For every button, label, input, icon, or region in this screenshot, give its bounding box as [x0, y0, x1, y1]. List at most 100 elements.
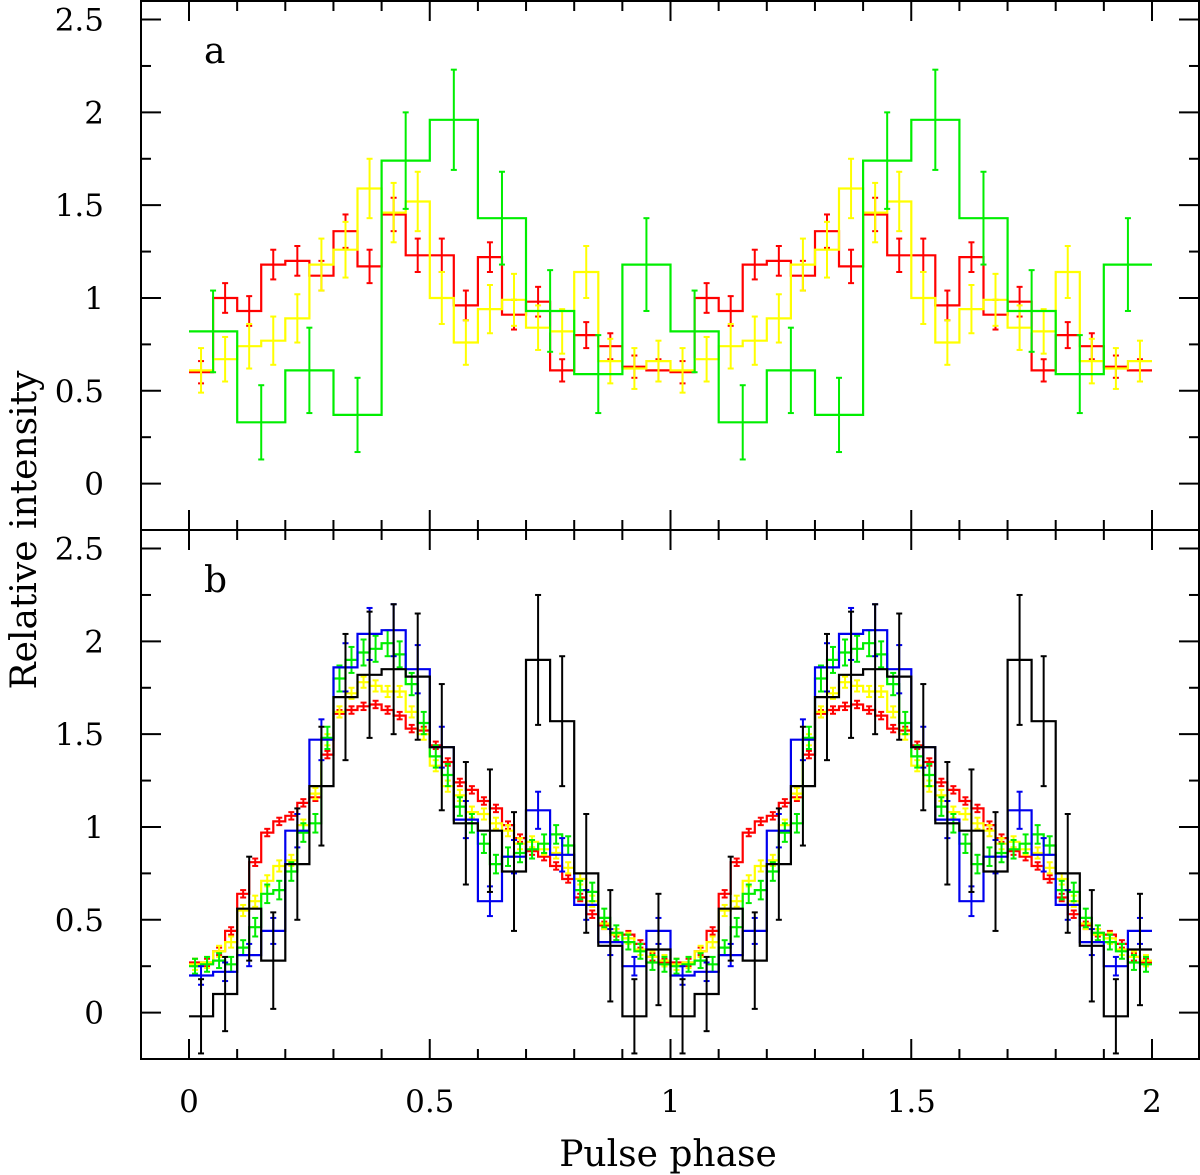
series-black-errorbar — [920, 683, 927, 812]
series-blue-errorbar — [1112, 955, 1119, 977]
panel-b-label: b — [204, 560, 227, 601]
series-black-errorbar — [848, 610, 855, 739]
series-yellow-errorbar — [709, 935, 716, 949]
series-yellow-errorbar — [793, 787, 800, 801]
series-red-errorbar — [486, 241, 493, 273]
series-green-errorbar — [817, 664, 824, 693]
series-green-errorbar — [252, 916, 259, 938]
series-green-errorbar — [649, 954, 656, 971]
series-green-errorbar — [312, 812, 319, 834]
series-blue-errorbar — [1040, 837, 1047, 873]
series-green-errorbar — [402, 111, 409, 210]
series-green-errorbar — [733, 916, 740, 938]
panel-a-plot — [189, 68, 1152, 461]
x-tick-label: 0.5 — [405, 1084, 454, 1120]
series-red-errorbar — [890, 723, 897, 734]
series-black-errorbar — [246, 855, 253, 962]
series-yellow-errorbar — [583, 245, 590, 299]
series-red-errorbar — [228, 926, 235, 936]
series-yellow-errorbar — [872, 181, 879, 244]
series-green-errorbar — [541, 833, 548, 854]
series-green-errorbar — [745, 883, 752, 905]
y-tick-label: 0.5 — [55, 374, 104, 410]
series-yellow-errorbar — [318, 237, 325, 292]
series-yellow-errorbar — [360, 675, 367, 689]
series-red-errorbar — [324, 749, 331, 760]
series-red-errorbar — [360, 701, 367, 712]
series-red-errorbar — [896, 237, 903, 273]
series-yellow-errorbar — [986, 824, 993, 838]
series-green-errorbar — [444, 762, 451, 788]
series-yellow-errorbar — [342, 220, 349, 279]
series-black-errorbar — [198, 978, 205, 1055]
series-green-errorbar — [529, 838, 536, 860]
series-black-errorbar — [992, 811, 999, 932]
series-green-errorbar — [360, 638, 367, 667]
series-red-errorbar — [848, 248, 855, 285]
series-yellow-errorbar — [992, 272, 999, 327]
series-yellow-errorbar — [1112, 347, 1119, 390]
y-tick-label: 0 — [84, 996, 104, 1032]
series-black-errorbar — [679, 978, 686, 1055]
series-green-errorbar — [601, 907, 608, 929]
series-red-errorbar — [974, 803, 981, 814]
series-red-errorbar — [408, 723, 415, 734]
series-red-errorbar — [492, 803, 499, 814]
series-red-errorbar — [1034, 861, 1041, 871]
series-green-errorbar — [781, 822, 788, 843]
series-green-errorbar — [1142, 955, 1149, 973]
series-green-errorbar — [980, 170, 987, 266]
series-blue-errorbar — [535, 790, 542, 830]
series-yellow-errorbar — [222, 335, 229, 383]
series-yellow-errorbar — [679, 347, 686, 394]
series-red-errorbar — [878, 710, 885, 721]
series-yellow-errorbar — [270, 315, 277, 366]
series-black-errorbar — [222, 955, 229, 1033]
series-green-errorbar — [1070, 881, 1077, 903]
series-green-errorbar — [854, 634, 861, 663]
series-black-errorbar — [968, 768, 975, 893]
series-green-errorbar — [1106, 933, 1113, 951]
series-green-errorbar — [932, 68, 939, 171]
series-yellow-errorbar — [1034, 846, 1041, 860]
y-tick-label: 1 — [84, 810, 104, 846]
series-black-errorbar — [1136, 892, 1143, 1007]
axis-tick-labels: 0 0.5 1 1.5 2 2.5 0 0.5 1 1.5 2 2.5 0 0.5 1 1.5 2 — [55, 3, 1162, 1120]
series-green-errorbar — [216, 952, 223, 970]
series-black-errorbar — [775, 807, 782, 921]
series-black-errorbar — [896, 612, 903, 741]
series-green-errorbar — [926, 762, 933, 788]
series-green-errorbar — [480, 833, 487, 854]
series-green-errorbar — [830, 645, 837, 674]
series-black-errorbar — [559, 655, 566, 788]
series-yellow-step — [189, 187, 1152, 372]
series-green-errorbar — [1028, 269, 1035, 353]
series-green-errorbar — [902, 710, 909, 736]
series-red-errorbar — [396, 710, 403, 721]
series-red-errorbar — [805, 749, 812, 760]
series-yellow-errorbar — [414, 170, 421, 233]
series-black-errorbar — [414, 612, 421, 741]
series-yellow-errorbar — [565, 861, 572, 875]
series-green-errorbar — [547, 269, 554, 353]
y-tick-label: 2.5 — [55, 3, 104, 39]
series-red-errorbar — [842, 701, 849, 712]
series-green-errorbar — [432, 744, 439, 769]
series-green-errorbar — [998, 842, 1005, 864]
y-tick-label: 1 — [84, 281, 104, 317]
series-green-errorbar — [450, 68, 457, 171]
series-green-errorbar — [769, 861, 776, 882]
series-green-errorbar — [962, 833, 969, 854]
series-green-errorbar — [492, 853, 499, 875]
series-black-errorbar — [1016, 593, 1023, 726]
series-yellow-errorbar — [974, 816, 981, 830]
series-green-errorbar — [878, 640, 885, 669]
series-red-errorbar — [1040, 358, 1047, 383]
series-yellow-errorbar — [492, 816, 499, 830]
series-green-errorbar — [805, 725, 812, 751]
series-red-errorbar — [348, 705, 355, 715]
series-red-errorbar — [480, 796, 487, 806]
y-tick-label: 2.5 — [55, 532, 104, 568]
series-yellow-errorbar — [1016, 304, 1023, 351]
series-yellow-errorbar — [535, 304, 542, 351]
